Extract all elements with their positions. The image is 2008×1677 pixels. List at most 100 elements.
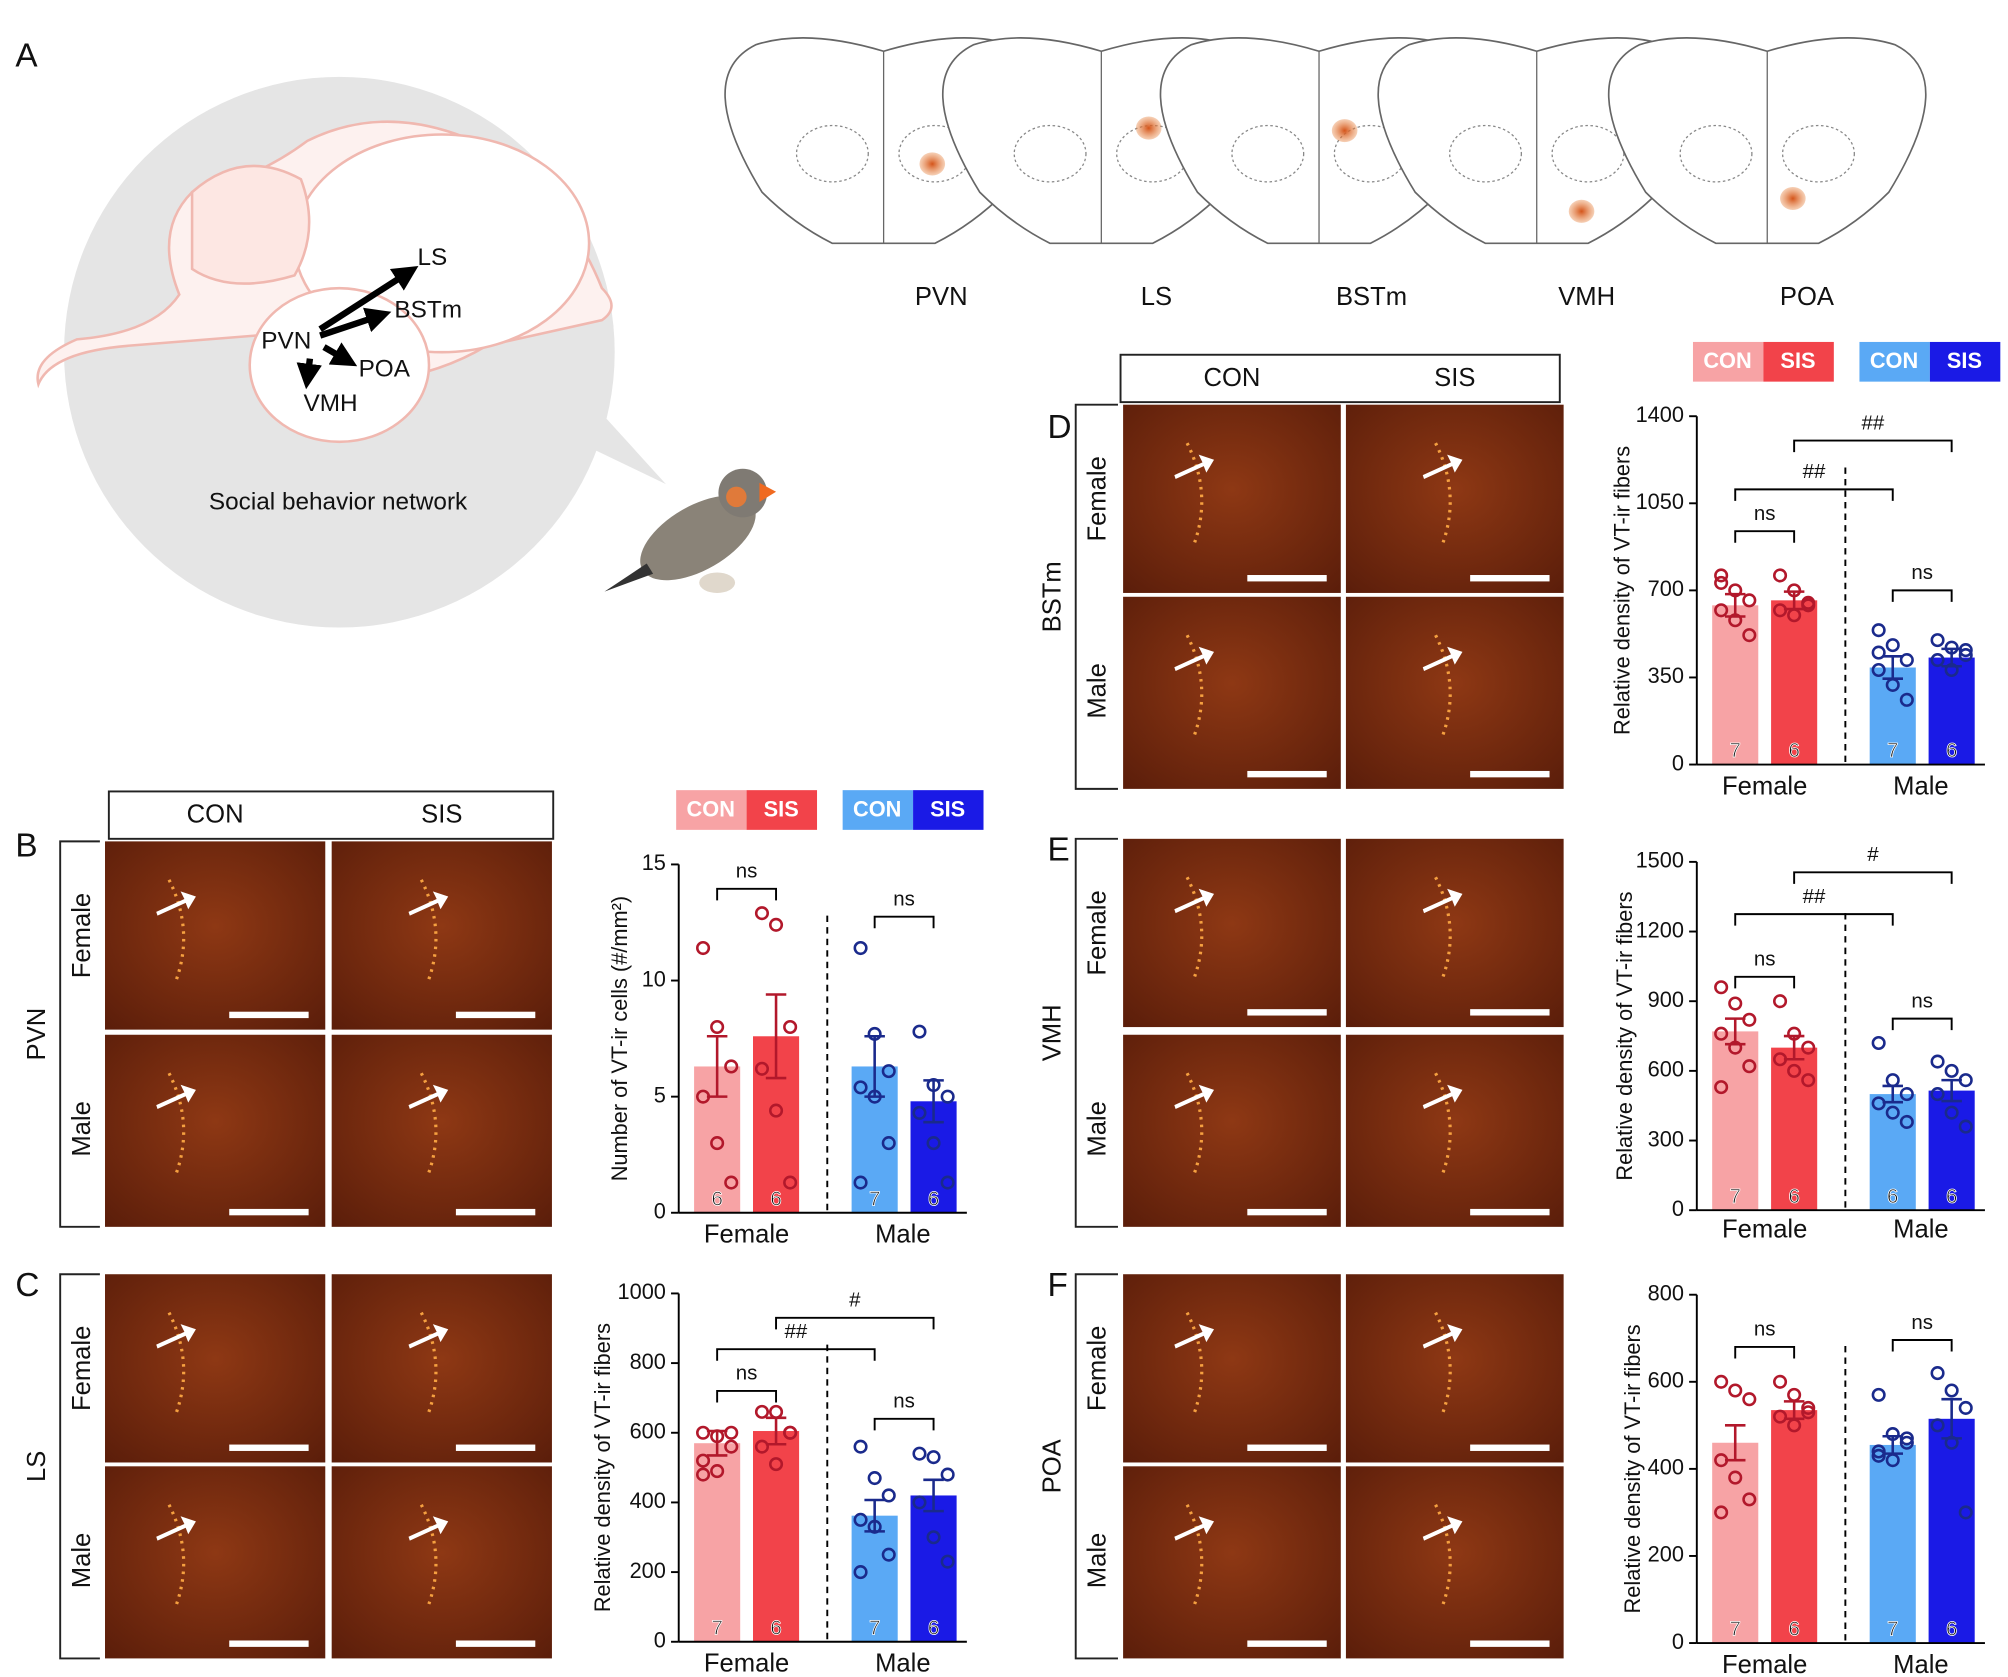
network-node: POA [359,356,411,383]
data-point [1742,1059,1757,1074]
data-point [754,1061,770,1076]
legend-swatch [1763,341,1834,382]
legend-swatch [1692,341,1764,382]
data-point [710,1464,725,1479]
arrow-marker [156,891,196,916]
data-point [1885,1105,1900,1120]
row-bracket [1074,403,1118,790]
fiber [1185,634,1204,739]
bar [1771,600,1818,765]
y-tick-label: 0 [654,1199,666,1224]
x-category-label: Male [875,1221,931,1249]
scale-bar [455,1208,536,1216]
data-point [724,1439,739,1454]
significance-bracket [1734,1346,1796,1359]
y-tick-label: 600 [1648,1368,1684,1393]
data-point [1930,1418,1945,1433]
data-point [1871,662,1886,678]
x-category-label: Female [1722,1215,1807,1243]
x-category-label: Female [1722,772,1807,800]
panel-letter: D [1048,409,1072,446]
significance-bracket [1734,530,1796,543]
significance-label: ns [893,887,915,910]
arrow-marker [1422,1084,1463,1110]
panel-letter: C [15,1267,39,1304]
legend-label: CON [1870,348,1918,373]
legend-label: CON [687,796,735,821]
micrograph [1123,1274,1341,1463]
scale-bar [1247,770,1327,778]
x-category-label: Male [1893,772,1949,800]
n-label: 6 [1788,1185,1799,1208]
n-label: 7 [1730,1185,1741,1208]
scale-bar [455,1011,536,1019]
data-point [926,1136,941,1151]
row-label: Male [68,1101,96,1157]
data-point [1773,994,1788,1009]
data-point [926,1450,941,1465]
scale-bar [1247,1208,1327,1216]
data-point [1728,1470,1743,1485]
error-bar [1941,1078,1962,1103]
row-label: Male [1084,1533,1112,1589]
legend-label: SIS [1947,348,1982,373]
bird [604,468,777,593]
fiber [1434,1504,1452,1608]
data-point [1930,1054,1945,1069]
data-point [1728,583,1743,598]
data-point [1958,1505,1973,1520]
row-bracket [1074,837,1118,1228]
n-label: 6 [928,1616,939,1639]
data-point [1728,1040,1743,1055]
bar [1928,1418,1975,1644]
significance-bracket [1734,488,1894,501]
y-axis-label: Relative density of VT-ir fibers [1610,446,1635,735]
significance-bracket [716,887,778,901]
data-point [696,1467,711,1482]
column-header: CON [187,801,244,829]
data-point [1944,1435,1959,1450]
y-tick-label: 1500 [1636,848,1684,873]
micrograph [1345,1274,1564,1463]
scale-bar [455,1444,536,1451]
data-point [1742,1012,1757,1027]
x-category-label: Female [1722,1651,1807,1677]
error-bar [765,993,787,1080]
x-category-label: Male [1893,1651,1949,1677]
arrow-marker [408,1324,449,1349]
data-point [1899,1114,1914,1129]
significance-bracket [1891,1017,1953,1031]
significance-bracket [775,1316,935,1330]
data-point [769,1457,784,1472]
y-tick-label: 1200 [1636,917,1684,942]
y-tick-label: 0 [1672,750,1684,775]
fiber [419,1311,438,1416]
fiber [419,1072,438,1177]
row-label: Female [1084,1326,1112,1411]
column-header: CON [1203,364,1260,392]
data-point [1773,1374,1788,1389]
significance-bracket [716,1390,778,1403]
bar [910,1495,957,1642]
data-point [696,1425,711,1440]
legend-swatch [842,790,914,830]
micrograph [105,1466,326,1659]
error-bar [706,1034,728,1098]
row-label: Male [68,1533,96,1589]
data-point [1885,638,1900,653]
legend-label: SIS [930,796,965,821]
data-point [1944,1383,1959,1398]
micrograph [331,1034,552,1227]
n-label: 7 [711,1616,722,1639]
data-point [769,1103,784,1118]
data-point [769,1404,784,1419]
atlas-structure [1551,124,1625,183]
data-point [1728,613,1743,628]
y-tick-label: 15 [642,850,666,875]
region-highlight [1135,116,1162,140]
data-point [754,1404,770,1419]
arrow-marker [1174,454,1215,479]
arrow-marker [156,1084,196,1110]
data-point [1944,1063,1959,1078]
data-point [940,1175,955,1190]
